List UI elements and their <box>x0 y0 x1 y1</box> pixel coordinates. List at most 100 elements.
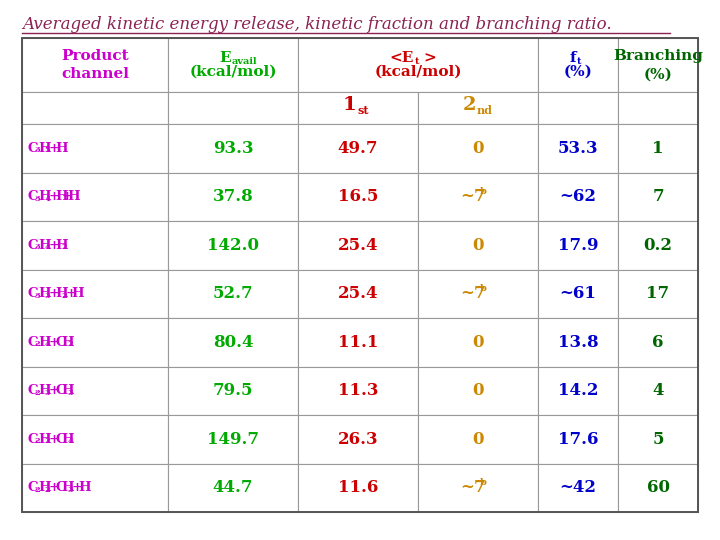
Bar <box>538 221 618 269</box>
Text: 142.0: 142.0 <box>207 237 259 254</box>
Text: st: st <box>357 105 369 117</box>
Bar <box>618 38 698 92</box>
Text: 17.6: 17.6 <box>558 431 598 448</box>
Bar <box>418 463 538 512</box>
Text: H: H <box>68 190 80 203</box>
Text: 5: 5 <box>45 146 50 154</box>
Bar <box>298 367 418 415</box>
Text: C: C <box>55 433 66 446</box>
Text: H: H <box>61 384 74 397</box>
Text: C: C <box>28 239 38 252</box>
Text: 0.2: 0.2 <box>644 237 672 254</box>
Text: ~7: ~7 <box>460 285 486 302</box>
Text: t: t <box>577 57 582 65</box>
Text: 79.5: 79.5 <box>212 382 253 399</box>
Text: C: C <box>28 141 38 155</box>
Text: 25.4: 25.4 <box>338 237 378 254</box>
Text: 5: 5 <box>652 431 664 448</box>
Text: C: C <box>28 287 38 300</box>
Bar <box>168 415 298 463</box>
Text: 2: 2 <box>34 389 40 397</box>
Text: 26.3: 26.3 <box>338 431 378 448</box>
Bar <box>22 463 168 512</box>
Text: 7: 7 <box>652 188 664 205</box>
Text: nd: nd <box>477 105 493 117</box>
Text: 4: 4 <box>68 437 73 446</box>
Text: 149.7: 149.7 <box>207 431 259 448</box>
Bar <box>168 124 298 172</box>
Text: 3: 3 <box>68 389 73 397</box>
Text: 2: 2 <box>34 437 40 446</box>
Text: 2: 2 <box>61 292 67 300</box>
Text: ~7: ~7 <box>460 188 486 205</box>
Text: 25.4: 25.4 <box>338 285 378 302</box>
Text: C: C <box>28 433 38 446</box>
Bar <box>538 92 618 124</box>
Bar <box>298 38 538 92</box>
Bar <box>418 124 538 172</box>
Bar <box>538 415 618 463</box>
Text: <E: <E <box>390 51 414 65</box>
Bar <box>618 415 698 463</box>
Bar <box>298 415 418 463</box>
Text: 2: 2 <box>61 244 67 252</box>
Text: 2: 2 <box>462 96 476 114</box>
Bar <box>418 415 538 463</box>
Text: H: H <box>61 481 74 494</box>
Bar <box>418 269 538 318</box>
Bar <box>418 92 538 124</box>
Text: ~61: ~61 <box>559 285 596 302</box>
Text: H: H <box>72 287 84 300</box>
Bar <box>22 38 168 92</box>
Bar <box>22 415 168 463</box>
Text: +: + <box>49 287 60 300</box>
Text: 1: 1 <box>342 96 356 114</box>
Bar <box>618 463 698 512</box>
Text: 13.8: 13.8 <box>558 334 598 351</box>
Text: +: + <box>61 190 72 203</box>
Text: H: H <box>55 141 68 155</box>
Bar <box>298 318 418 367</box>
Text: +: + <box>49 384 60 397</box>
Text: 4: 4 <box>45 195 50 203</box>
Text: (%): (%) <box>564 65 593 79</box>
Bar <box>298 269 418 318</box>
Bar <box>22 172 168 221</box>
Bar <box>22 367 168 415</box>
Text: 11.3: 11.3 <box>338 382 378 399</box>
Bar <box>618 318 698 367</box>
Text: C: C <box>55 481 66 494</box>
Text: 3: 3 <box>68 486 73 494</box>
Bar <box>298 221 418 269</box>
Text: E: E <box>220 51 231 65</box>
Text: 17.9: 17.9 <box>558 237 598 254</box>
Text: H: H <box>55 190 68 203</box>
Text: 44.7: 44.7 <box>212 480 253 496</box>
Bar <box>618 172 698 221</box>
Bar <box>168 318 298 367</box>
Bar <box>22 221 168 269</box>
Bar <box>538 367 618 415</box>
Bar <box>168 38 298 92</box>
Text: +: + <box>49 239 60 252</box>
Text: b: b <box>480 187 487 196</box>
Text: H: H <box>38 481 51 494</box>
Text: 14.2: 14.2 <box>558 382 598 399</box>
Bar <box>618 221 698 269</box>
Bar <box>22 92 168 124</box>
Text: C: C <box>55 336 66 349</box>
Text: C: C <box>28 384 38 397</box>
Text: b: b <box>480 284 487 293</box>
Bar <box>168 221 298 269</box>
Bar <box>168 463 298 512</box>
Bar <box>168 269 298 318</box>
Text: 16.5: 16.5 <box>338 188 378 205</box>
Text: 2: 2 <box>34 486 40 494</box>
Text: (kcal/mol): (kcal/mol) <box>374 65 462 79</box>
Bar <box>22 318 168 367</box>
Text: +: + <box>49 336 60 349</box>
Text: 60: 60 <box>647 480 670 496</box>
Text: H: H <box>38 336 51 349</box>
Text: C: C <box>28 481 38 494</box>
Text: Averaged kinetic energy release, kinetic fraction and branching ratio.: Averaged kinetic energy release, kinetic… <box>22 16 611 33</box>
